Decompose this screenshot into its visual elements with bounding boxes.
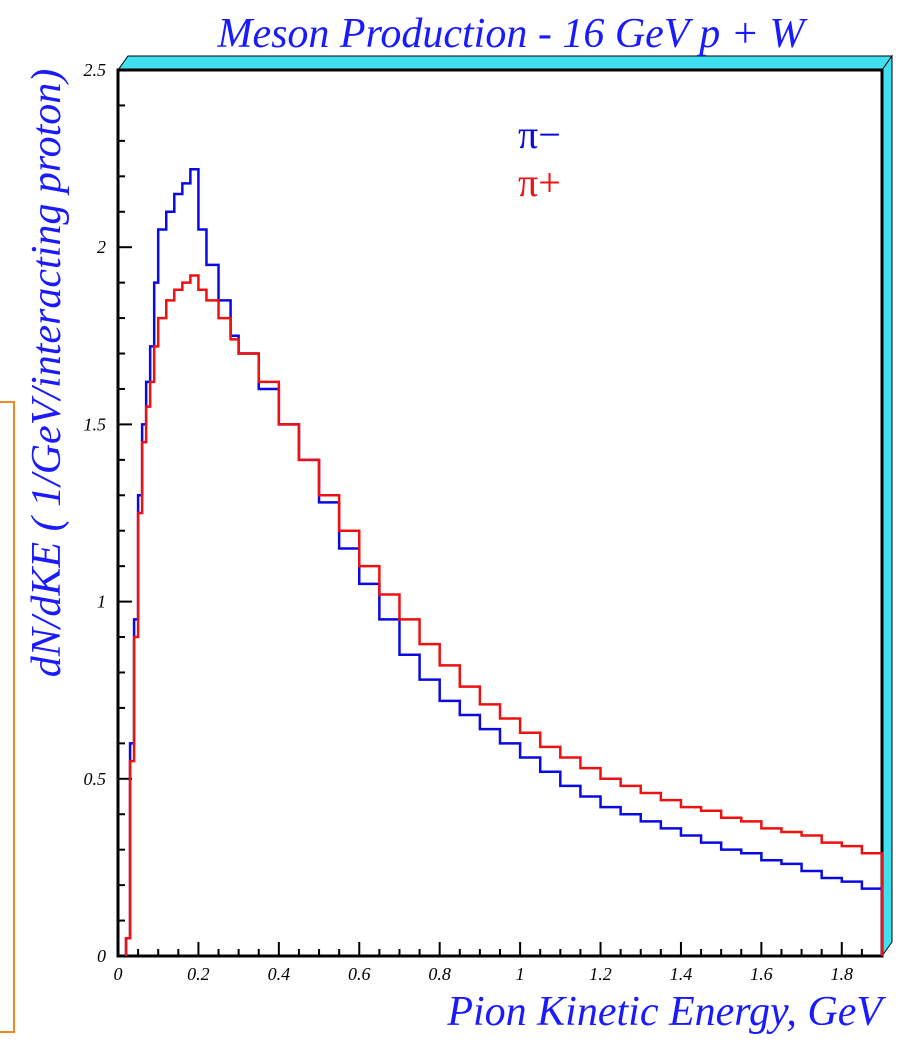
x-axis-ticks: 0 0.2 0.4 0.6 0.8 1 1.2 1.4 1.6 1.8: [114, 942, 883, 984]
y-axis-label: dN/dKE ( 1/GeV/interacting proton): [24, 69, 70, 678]
x-tick-label: 0: [114, 964, 123, 984]
x-tick-label: 1.8: [831, 964, 854, 984]
series-line-pi-plus: [124, 274, 884, 956]
x-tick-label: 0.4: [268, 964, 291, 984]
y-tick-label: 0: [97, 946, 106, 966]
series-layer: [124, 167, 884, 956]
legend-pi-minus: π−: [518, 112, 561, 157]
x-tick-label: 1.4: [670, 964, 693, 984]
x-tick-label: 0.2: [187, 964, 210, 984]
y-tick-label: 1.5: [84, 414, 107, 434]
frame-top-edge: [117, 55, 893, 71]
x-tick-label: 1.6: [750, 964, 773, 984]
x-tick-label: 1: [516, 964, 525, 984]
chart-title: Meson Production - 16 GeV p + W: [216, 11, 808, 57]
legend-pi-plus: π+: [518, 160, 561, 205]
x-axis-label: Pion Kinetic Energy, GeV: [446, 989, 886, 1035]
left-orange-frame: [0, 401, 15, 1033]
y-tick-label: 0.5: [84, 769, 107, 789]
x-tick-label: 1.2: [589, 964, 612, 984]
plot-frame: [116, 68, 884, 958]
y-tick-label: 2: [97, 237, 106, 257]
x-tick-label: 0.8: [428, 964, 451, 984]
y-tick-label: 1: [97, 592, 106, 612]
y-tick-label: 2.5: [84, 60, 107, 80]
x-tick-label: 0.6: [348, 964, 371, 984]
y-axis-ticks: 0 0.5 1 1.5 2 2.5: [84, 60, 132, 966]
